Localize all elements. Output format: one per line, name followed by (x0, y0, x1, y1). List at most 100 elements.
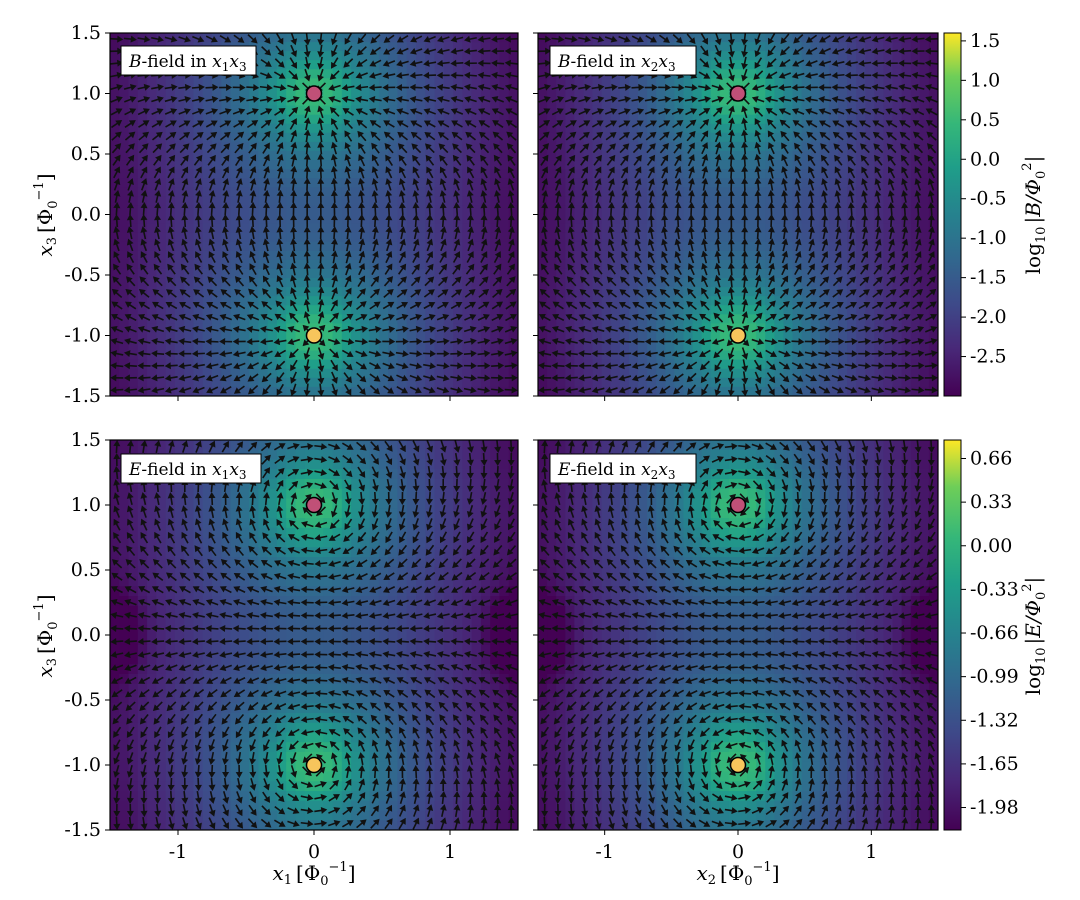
field-arrow (767, 383, 775, 396)
heatmap-cell (202, 123, 213, 134)
field-arrow (140, 166, 148, 179)
heatmap-cell (295, 259, 306, 270)
field-arrow (423, 313, 436, 321)
heatmap-cell (397, 323, 408, 334)
heatmap-cell (792, 287, 803, 297)
heatmap-cell (865, 187, 875, 197)
heatmap-cell (910, 160, 921, 170)
heatmap-cell (295, 278, 306, 288)
heatmap-cell (792, 314, 803, 324)
heatmap-cell (212, 178, 222, 188)
heatmap-cell (416, 314, 426, 324)
heatmap-cell (397, 350, 408, 361)
field-arrow (579, 131, 590, 141)
heatmap-cell (919, 377, 930, 388)
heatmap-cell (901, 278, 912, 288)
field-arrow (620, 263, 630, 275)
heatmap-cell (665, 187, 675, 197)
field-arrow (701, 177, 709, 191)
heatmap-cell (156, 160, 167, 170)
heatmap-cell (592, 341, 603, 352)
heatmap-cell (865, 78, 875, 89)
heatmap-cell (547, 241, 557, 252)
field-arrow (371, 178, 379, 191)
heatmap-cell (258, 259, 269, 270)
heatmap-cell (267, 132, 278, 143)
heatmap-cell (819, 96, 830, 107)
heatmap-cell (838, 377, 848, 388)
heatmap-cell (747, 160, 757, 170)
heatmap-cell (592, 78, 603, 89)
heatmap-cell (128, 187, 139, 197)
field-arrow (754, 189, 762, 203)
heatmap-cell (556, 78, 566, 89)
heatmap-cell (538, 114, 548, 125)
heatmap-cell (774, 250, 785, 261)
heatmap-cell (656, 368, 666, 379)
field-arrow (778, 96, 792, 103)
field-arrow (491, 350, 505, 358)
heatmap-cell (137, 150, 148, 161)
heatmap-cell (286, 205, 297, 216)
heatmap-cell (719, 42, 730, 52)
heatmap-cell (738, 169, 748, 179)
heatmap-cell (406, 287, 417, 297)
heatmap-cell (471, 232, 482, 243)
heatmap-cell (865, 123, 875, 134)
field-arrow (604, 374, 618, 382)
heatmap-cell (838, 214, 848, 225)
heatmap-cell (147, 241, 157, 252)
heatmap-cell (638, 332, 648, 343)
heatmap-cell (221, 259, 232, 270)
field-arrow (317, 214, 325, 228)
heatmap-cell (369, 69, 380, 79)
field-arrow (634, 166, 642, 179)
heatmap-cell (425, 368, 436, 379)
field-arrow (138, 131, 150, 141)
heatmap-cell (314, 278, 324, 288)
field-arrow (260, 325, 273, 333)
heatmap-cell (874, 78, 885, 89)
heatmap-cell (453, 232, 463, 243)
field-arrow (208, 189, 216, 203)
heatmap-cell (838, 33, 848, 43)
heatmap-cell (471, 42, 482, 52)
field-arrow (382, 301, 395, 310)
field-arrow (205, 96, 219, 103)
heatmap-cell (184, 350, 195, 361)
heatmap-cell (838, 60, 848, 70)
heatmap-cell (480, 141, 491, 152)
heatmap-cell (165, 160, 176, 170)
field-arrow (494, 238, 502, 252)
heatmap-cell (692, 268, 703, 279)
field-arrow (604, 83, 618, 91)
field-arrow (290, 238, 298, 252)
field-arrow (604, 108, 618, 115)
heatmap-cell (547, 268, 557, 279)
heatmap-cell (774, 51, 785, 61)
heatmap-cell (462, 368, 473, 379)
field-arrow (578, 108, 591, 116)
field-arrow (506, 276, 516, 287)
heatmap-cell (286, 241, 297, 252)
heatmap-cell (351, 69, 361, 79)
heatmap-cell (397, 160, 408, 170)
heatmap-cell (184, 232, 195, 243)
heatmap-cell (892, 278, 903, 288)
field-arrow (618, 325, 632, 333)
heatmap-cell (286, 69, 297, 79)
field-arrow (153, 263, 163, 275)
heatmap-cell (128, 377, 139, 388)
field-arrow (110, 326, 124, 333)
heatmap-cell (628, 268, 639, 279)
field-arrow (699, 349, 711, 357)
heatmap-cell (874, 69, 885, 79)
heatmap-cell (819, 368, 830, 379)
heatmap-cell (174, 368, 185, 379)
heatmap-cell (212, 96, 222, 107)
field-arrow (222, 189, 230, 203)
heatmap-cell (360, 268, 371, 279)
heatmap-cell (471, 268, 482, 279)
heatmap-cell (592, 241, 603, 252)
heatmap-cell (774, 296, 785, 306)
